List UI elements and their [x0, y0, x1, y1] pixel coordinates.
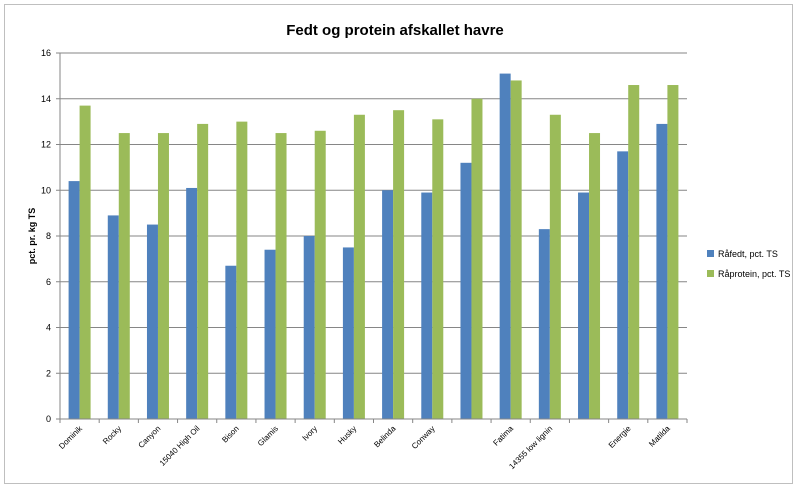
- y-tick-label: 2: [46, 368, 51, 378]
- x-tick-label: Conway: [410, 424, 437, 451]
- bar-raafedt: [146, 224, 158, 419]
- bar-raaprotein: [275, 133, 287, 419]
- x-tick-label: Ivory: [301, 424, 320, 443]
- x-tick-label: Energie: [607, 424, 633, 450]
- bar-raaprotein: [118, 133, 130, 419]
- bar-raafedt: [656, 123, 668, 419]
- bar-raafedt: [225, 265, 237, 419]
- y-tick-label: 6: [46, 277, 51, 287]
- y-tick-label: 4: [46, 323, 51, 333]
- y-tick-label: 8: [46, 231, 51, 241]
- bar-chart: Fedt og protein afskallet havre 0 2 4 6 8 10 1…: [27, 22, 790, 471]
- bar-raaprotein: [197, 123, 209, 419]
- x-tick-label: Fatima: [491, 424, 515, 448]
- x-tick-label: Rocky: [101, 424, 123, 446]
- legend-swatch: [707, 270, 714, 277]
- bar-raafedt: [264, 249, 276, 419]
- x-tick-label: Glamis: [256, 424, 280, 448]
- bar-raaprotein: [549, 114, 561, 419]
- bar-raaprotein: [471, 98, 483, 419]
- chart-title: Fedt og protein afskallet havre: [286, 22, 504, 39]
- y-tick-label: 10: [41, 185, 51, 195]
- bar-raaprotein: [393, 110, 405, 419]
- bar-raaprotein: [157, 133, 169, 419]
- bar-raafedt: [538, 229, 550, 419]
- legend: Råfedt, pct. TS Råprotein, pct. TS: [707, 249, 790, 279]
- x-tick-label: Matilda: [647, 424, 672, 449]
- bar-raaprotein: [510, 80, 522, 419]
- bar-raafedt: [107, 215, 119, 419]
- bar-raafedt: [382, 190, 394, 419]
- bars: [68, 73, 679, 420]
- bar-raaprotein: [353, 114, 365, 419]
- y-tick-label: 14: [41, 94, 51, 104]
- legend-label: Råfedt, pct. TS: [718, 249, 778, 259]
- bar-raafedt: [342, 247, 354, 419]
- x-tick-label: Dominik: [57, 423, 85, 451]
- x-tick-label: Husky: [336, 424, 358, 446]
- bar-raaprotein: [432, 119, 444, 420]
- bar-raafedt: [499, 73, 511, 420]
- bar-raafedt: [578, 192, 590, 419]
- bar-raafedt: [421, 192, 433, 419]
- y-axis-ticks: 0 2 4 6 8 10 12 14 16: [41, 48, 60, 424]
- bar-raaprotein: [314, 130, 326, 419]
- bar-raaprotein: [667, 85, 679, 420]
- bar-raaprotein: [79, 105, 91, 420]
- y-tick-label: 0: [46, 414, 51, 424]
- y-tick-label: 12: [41, 140, 51, 150]
- x-tick-label: Canyon: [137, 424, 163, 450]
- y-axis-label: pct. pr. kg TS: [27, 208, 37, 265]
- bar-raaprotein: [628, 85, 640, 420]
- bar-raafedt: [303, 236, 315, 419]
- bar-raaprotein: [236, 121, 248, 419]
- bar-raaprotein: [589, 133, 601, 419]
- x-tick-label: 15040 High Oil: [158, 424, 202, 468]
- bar-raafedt: [617, 151, 629, 420]
- x-tick-label: Bison: [220, 424, 241, 445]
- bar-raafedt: [186, 187, 198, 419]
- chart-frame: Fedt og protein afskallet havre 0 2 4 6 8 10 1…: [4, 4, 793, 484]
- bar-raafedt: [460, 162, 472, 420]
- y-tick-label: 16: [41, 48, 51, 58]
- x-tick-label: Belinda: [372, 424, 398, 450]
- legend-swatch: [707, 250, 714, 257]
- legend-label: Råprotein, pct. TS: [718, 269, 790, 279]
- bar-raafedt: [68, 181, 80, 419]
